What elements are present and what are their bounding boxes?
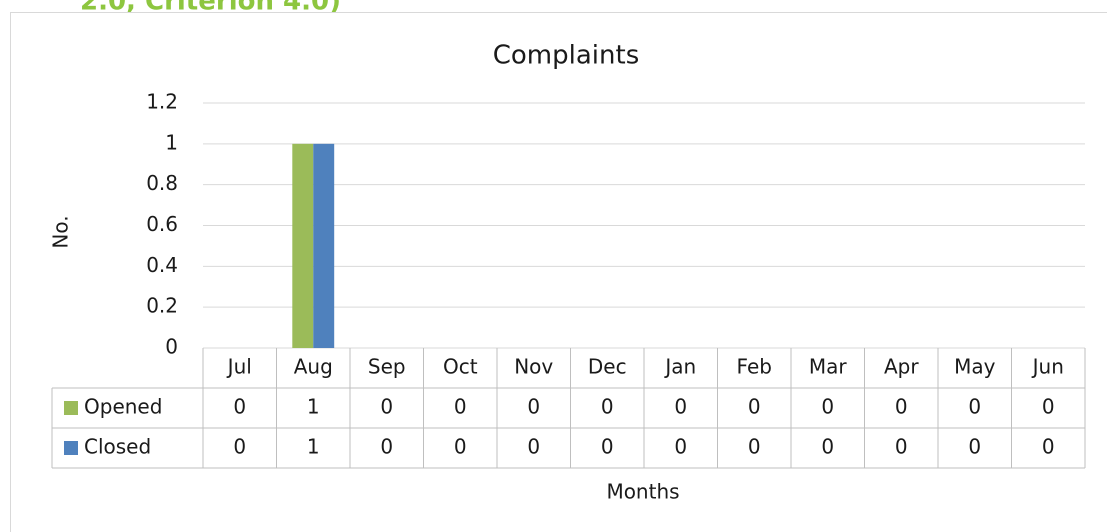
table-cell: 0 — [748, 395, 761, 419]
y-axis-label: No. — [49, 215, 73, 248]
table-cell: 1 — [307, 435, 320, 459]
table-cell: 0 — [1042, 435, 1055, 459]
table-cell: 0 — [968, 435, 981, 459]
x-tick-label: May — [954, 355, 996, 379]
bar — [313, 143, 335, 348]
y-tick-label: 0.4 — [146, 253, 178, 277]
legend-key — [64, 401, 78, 415]
y-tick-label: 1.2 — [146, 90, 178, 114]
table-cell: 0 — [895, 395, 908, 419]
x-tick-label: Sep — [368, 355, 406, 379]
table-cell: 0 — [454, 435, 467, 459]
table-cell: 0 — [454, 395, 467, 419]
table-cell: 0 — [821, 395, 834, 419]
table-cell: 0 — [527, 435, 540, 459]
table-cell: 0 — [674, 395, 687, 419]
table-cell: 0 — [748, 435, 761, 459]
table-cell: 0 — [821, 435, 834, 459]
legend-label: Opened — [84, 395, 162, 419]
table-cell: 0 — [380, 435, 393, 459]
table-cell: 0 — [527, 395, 540, 419]
table-cell: 0 — [601, 395, 614, 419]
bar — [292, 143, 314, 348]
x-tick-label: Jun — [1031, 355, 1064, 379]
table-cell: 0 — [380, 395, 393, 419]
table-cell: 0 — [601, 435, 614, 459]
x-tick-label: Mar — [809, 355, 848, 379]
chart-title: Complaints — [493, 41, 640, 71]
x-tick-label: Jul — [226, 355, 252, 379]
y-tick-label: 0.6 — [146, 212, 178, 236]
table-cell: 0 — [968, 395, 981, 419]
heading: 2.0, Criterion 4.0) — [80, 0, 341, 17]
legend-key — [64, 441, 78, 455]
x-tick-label: Apr — [884, 355, 919, 379]
x-axis-label: Months — [606, 480, 679, 504]
x-tick-label: Dec — [588, 355, 627, 379]
table-cell: 1 — [307, 395, 320, 419]
table-cell: 0 — [233, 435, 246, 459]
chart-border — [10, 12, 1107, 532]
table-cell: 0 — [233, 395, 246, 419]
legend-label: Closed — [84, 435, 151, 459]
x-tick-label: Feb — [737, 355, 772, 379]
table-cell: 0 — [1042, 395, 1055, 419]
x-tick-label: Nov — [514, 355, 553, 379]
table-cell: 0 — [674, 435, 687, 459]
x-tick-label: Aug — [294, 355, 333, 379]
x-tick-label: Oct — [443, 355, 478, 379]
y-tick-label: 0 — [165, 335, 178, 359]
y-tick-label: 1 — [165, 130, 178, 154]
y-tick-label: 0.2 — [146, 294, 178, 318]
table-cell: 0 — [895, 435, 908, 459]
y-tick-label: 0.8 — [146, 171, 178, 195]
x-tick-label: Jan — [663, 355, 696, 379]
